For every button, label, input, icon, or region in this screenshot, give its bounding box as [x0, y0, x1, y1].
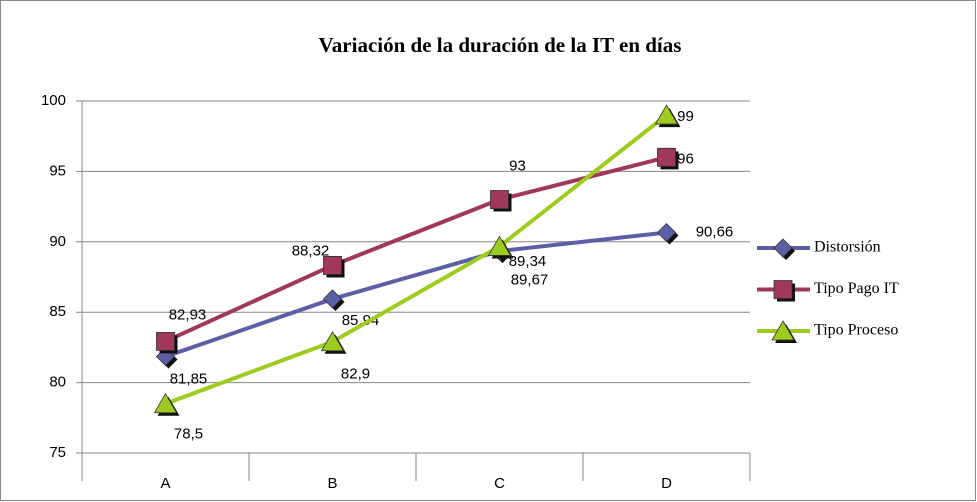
x-tick-label: B	[327, 475, 337, 492]
data-label: 99	[677, 108, 694, 125]
chart-title: Variación de la duración de la IT en día…	[319, 33, 682, 57]
series-line	[164, 230, 667, 359]
point-marker	[487, 235, 512, 256]
point-marker	[320, 330, 345, 352]
point-marker	[156, 331, 175, 351]
point-marker	[490, 190, 509, 209]
x-tick-label: D	[661, 475, 672, 492]
y-tick-label: 85	[49, 303, 66, 320]
point-marker	[153, 392, 178, 414]
point-marker	[654, 104, 679, 125]
legend-label: Tipo Pago IT	[814, 280, 899, 297]
y-tick-label: 95	[49, 162, 66, 179]
data-label: 85,94	[342, 312, 380, 329]
data-label: 81,85	[170, 371, 208, 388]
legend-marker	[773, 280, 793, 299]
legend-marker	[773, 238, 793, 258]
legend-label: Distorsión	[814, 239, 881, 256]
y-tick-label: 90	[49, 233, 66, 250]
data-label: 90,66	[696, 223, 734, 240]
x-tick-label: C	[494, 475, 505, 492]
point-marker	[322, 289, 343, 309]
y-tick-label: 75	[49, 444, 66, 461]
data-label: 82,9	[341, 366, 370, 383]
y-tick-label: 80	[49, 374, 66, 391]
point-marker	[323, 256, 342, 275]
data-label: 78,5	[174, 426, 203, 443]
point-marker	[656, 222, 677, 243]
legend-label: Tipo Proceso	[814, 322, 898, 339]
series-line	[164, 113, 668, 406]
data-label: 96	[677, 150, 694, 167]
legend-marker	[771, 320, 795, 341]
y-tick-label: 100	[41, 92, 66, 109]
data-label: 88,32	[292, 242, 330, 259]
data-label: 89,34	[509, 253, 547, 270]
data-label: 82,93	[169, 306, 207, 323]
data-label: 93	[509, 158, 526, 175]
x-tick-label: A	[160, 475, 170, 492]
data-label: 89,67	[511, 271, 549, 288]
point-marker	[657, 147, 676, 167]
